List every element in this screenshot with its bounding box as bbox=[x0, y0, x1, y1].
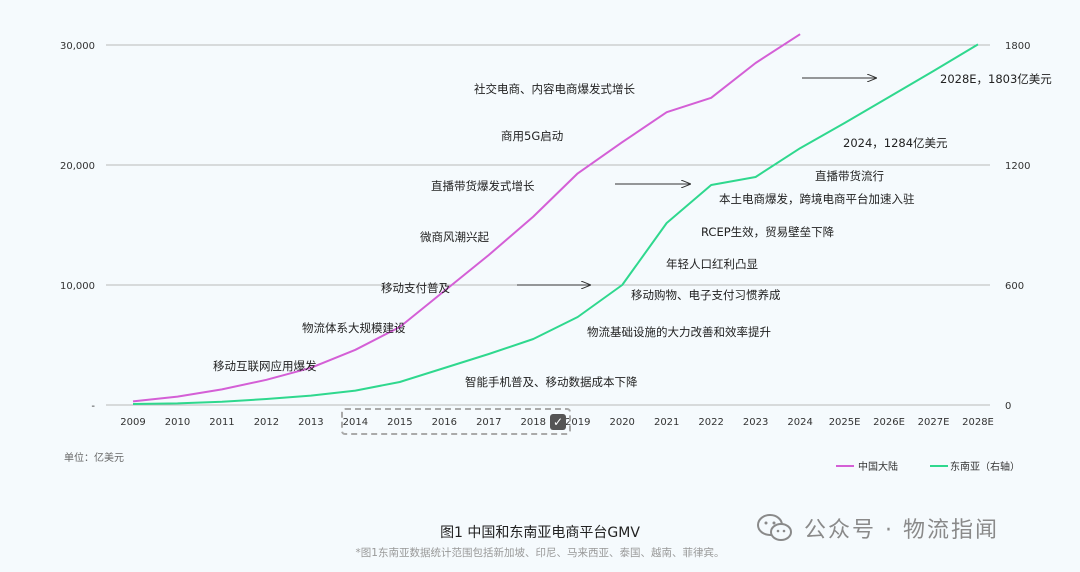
annotation-label: 物流基础设施的大力改善和效率提升 bbox=[587, 325, 771, 339]
x-tick-label: 2018 bbox=[521, 417, 546, 428]
annotation-label: 社交电商、内容电商爆发式增长 bbox=[474, 82, 635, 96]
x-tick-label: 2017 bbox=[476, 417, 501, 428]
series-line bbox=[132, 33, 801, 403]
annotation-label: 智能手机普及、移动数据成本下降 bbox=[465, 375, 638, 389]
annotation-label: 移动互联网应用爆发 bbox=[213, 359, 317, 373]
legend-label: 中国大陆 bbox=[858, 460, 898, 473]
annotation-label: 直播带货爆发式增长 bbox=[431, 179, 535, 193]
series-line bbox=[132, 43, 979, 405]
x-tick-label: 2021 bbox=[654, 417, 679, 428]
x-tick-label: 2019 bbox=[565, 417, 590, 428]
annotation-label: 年轻人口红利凸显 bbox=[666, 257, 758, 271]
annotation-label: 商用5G启动 bbox=[501, 129, 563, 143]
annotation-label: 2024，1284亿美元 bbox=[843, 136, 948, 150]
x-tick-label: 2010 bbox=[165, 417, 190, 428]
x-tick-label: 2012 bbox=[254, 417, 279, 428]
x-tick-label: 2023 bbox=[743, 417, 768, 428]
x-tick-label: 2020 bbox=[609, 417, 634, 428]
watermark-text: 公众号 · 物流指闻 bbox=[804, 518, 999, 543]
chart-title: 图1 中国和东南亚电商平台GMV bbox=[440, 525, 640, 541]
check-icon[interactable]: ✓ bbox=[550, 414, 566, 430]
x-tick-label: 2028E bbox=[962, 417, 994, 428]
annotation-label: 物流体系大规模建设 bbox=[302, 321, 406, 335]
annotation-label: 直播带货流行 bbox=[815, 169, 884, 183]
unit-label: 单位：亿美元 bbox=[64, 453, 124, 464]
chart-footnote: *图1东南亚数据统计范围包括新加坡、印尼、马来西亚、泰国、越南、菲律宾。 bbox=[355, 547, 725, 559]
right-tick-label: 1800 bbox=[1005, 41, 1030, 52]
annotation-label: 移动购物、电子支付习惯养成 bbox=[631, 288, 781, 302]
x-tick-label: 2025E bbox=[829, 417, 861, 428]
left-tick-label: 20,000 bbox=[60, 161, 95, 172]
right-tick-label: 0 bbox=[1005, 401, 1011, 412]
legend-label: 东南亚（右轴） bbox=[950, 460, 1020, 473]
x-tick-label: 2013 bbox=[298, 417, 323, 428]
x-tick-label: 2024 bbox=[787, 417, 812, 428]
right-tick-label: 600 bbox=[1005, 281, 1024, 292]
x-tick-label: 2015 bbox=[387, 417, 412, 428]
x-tick-label: 2016 bbox=[432, 417, 457, 428]
right-tick-label: 1200 bbox=[1005, 161, 1030, 172]
annotation-label: RCEP生效，贸易壁垒下降 bbox=[701, 225, 835, 239]
x-tick-label: 2026E bbox=[873, 417, 905, 428]
left-tick-label: 30,000 bbox=[60, 41, 95, 52]
x-tick-label: 2009 bbox=[120, 417, 145, 428]
left-tick-label: - bbox=[91, 401, 95, 412]
selection-box[interactable] bbox=[341, 408, 571, 435]
annotation-label: 移动支付普及 bbox=[381, 281, 450, 295]
left-tick-label: 10,000 bbox=[60, 281, 95, 292]
watermark: 公众号 · 物流指闻 bbox=[756, 512, 999, 544]
annotation-label: 2028E，1803亿美元 bbox=[940, 72, 1052, 86]
annotation-label: 微商风潮兴起 bbox=[420, 230, 489, 244]
x-tick-label: 2027E bbox=[918, 417, 950, 428]
x-tick-label: 2022 bbox=[698, 417, 723, 428]
x-tick-label: 2011 bbox=[209, 417, 234, 428]
x-tick-label: 2014 bbox=[343, 417, 368, 428]
wechat-logo-icon bbox=[757, 514, 792, 541]
annotation-label: 本土电商爆发，跨境电商平台加速入驻 bbox=[719, 192, 915, 206]
